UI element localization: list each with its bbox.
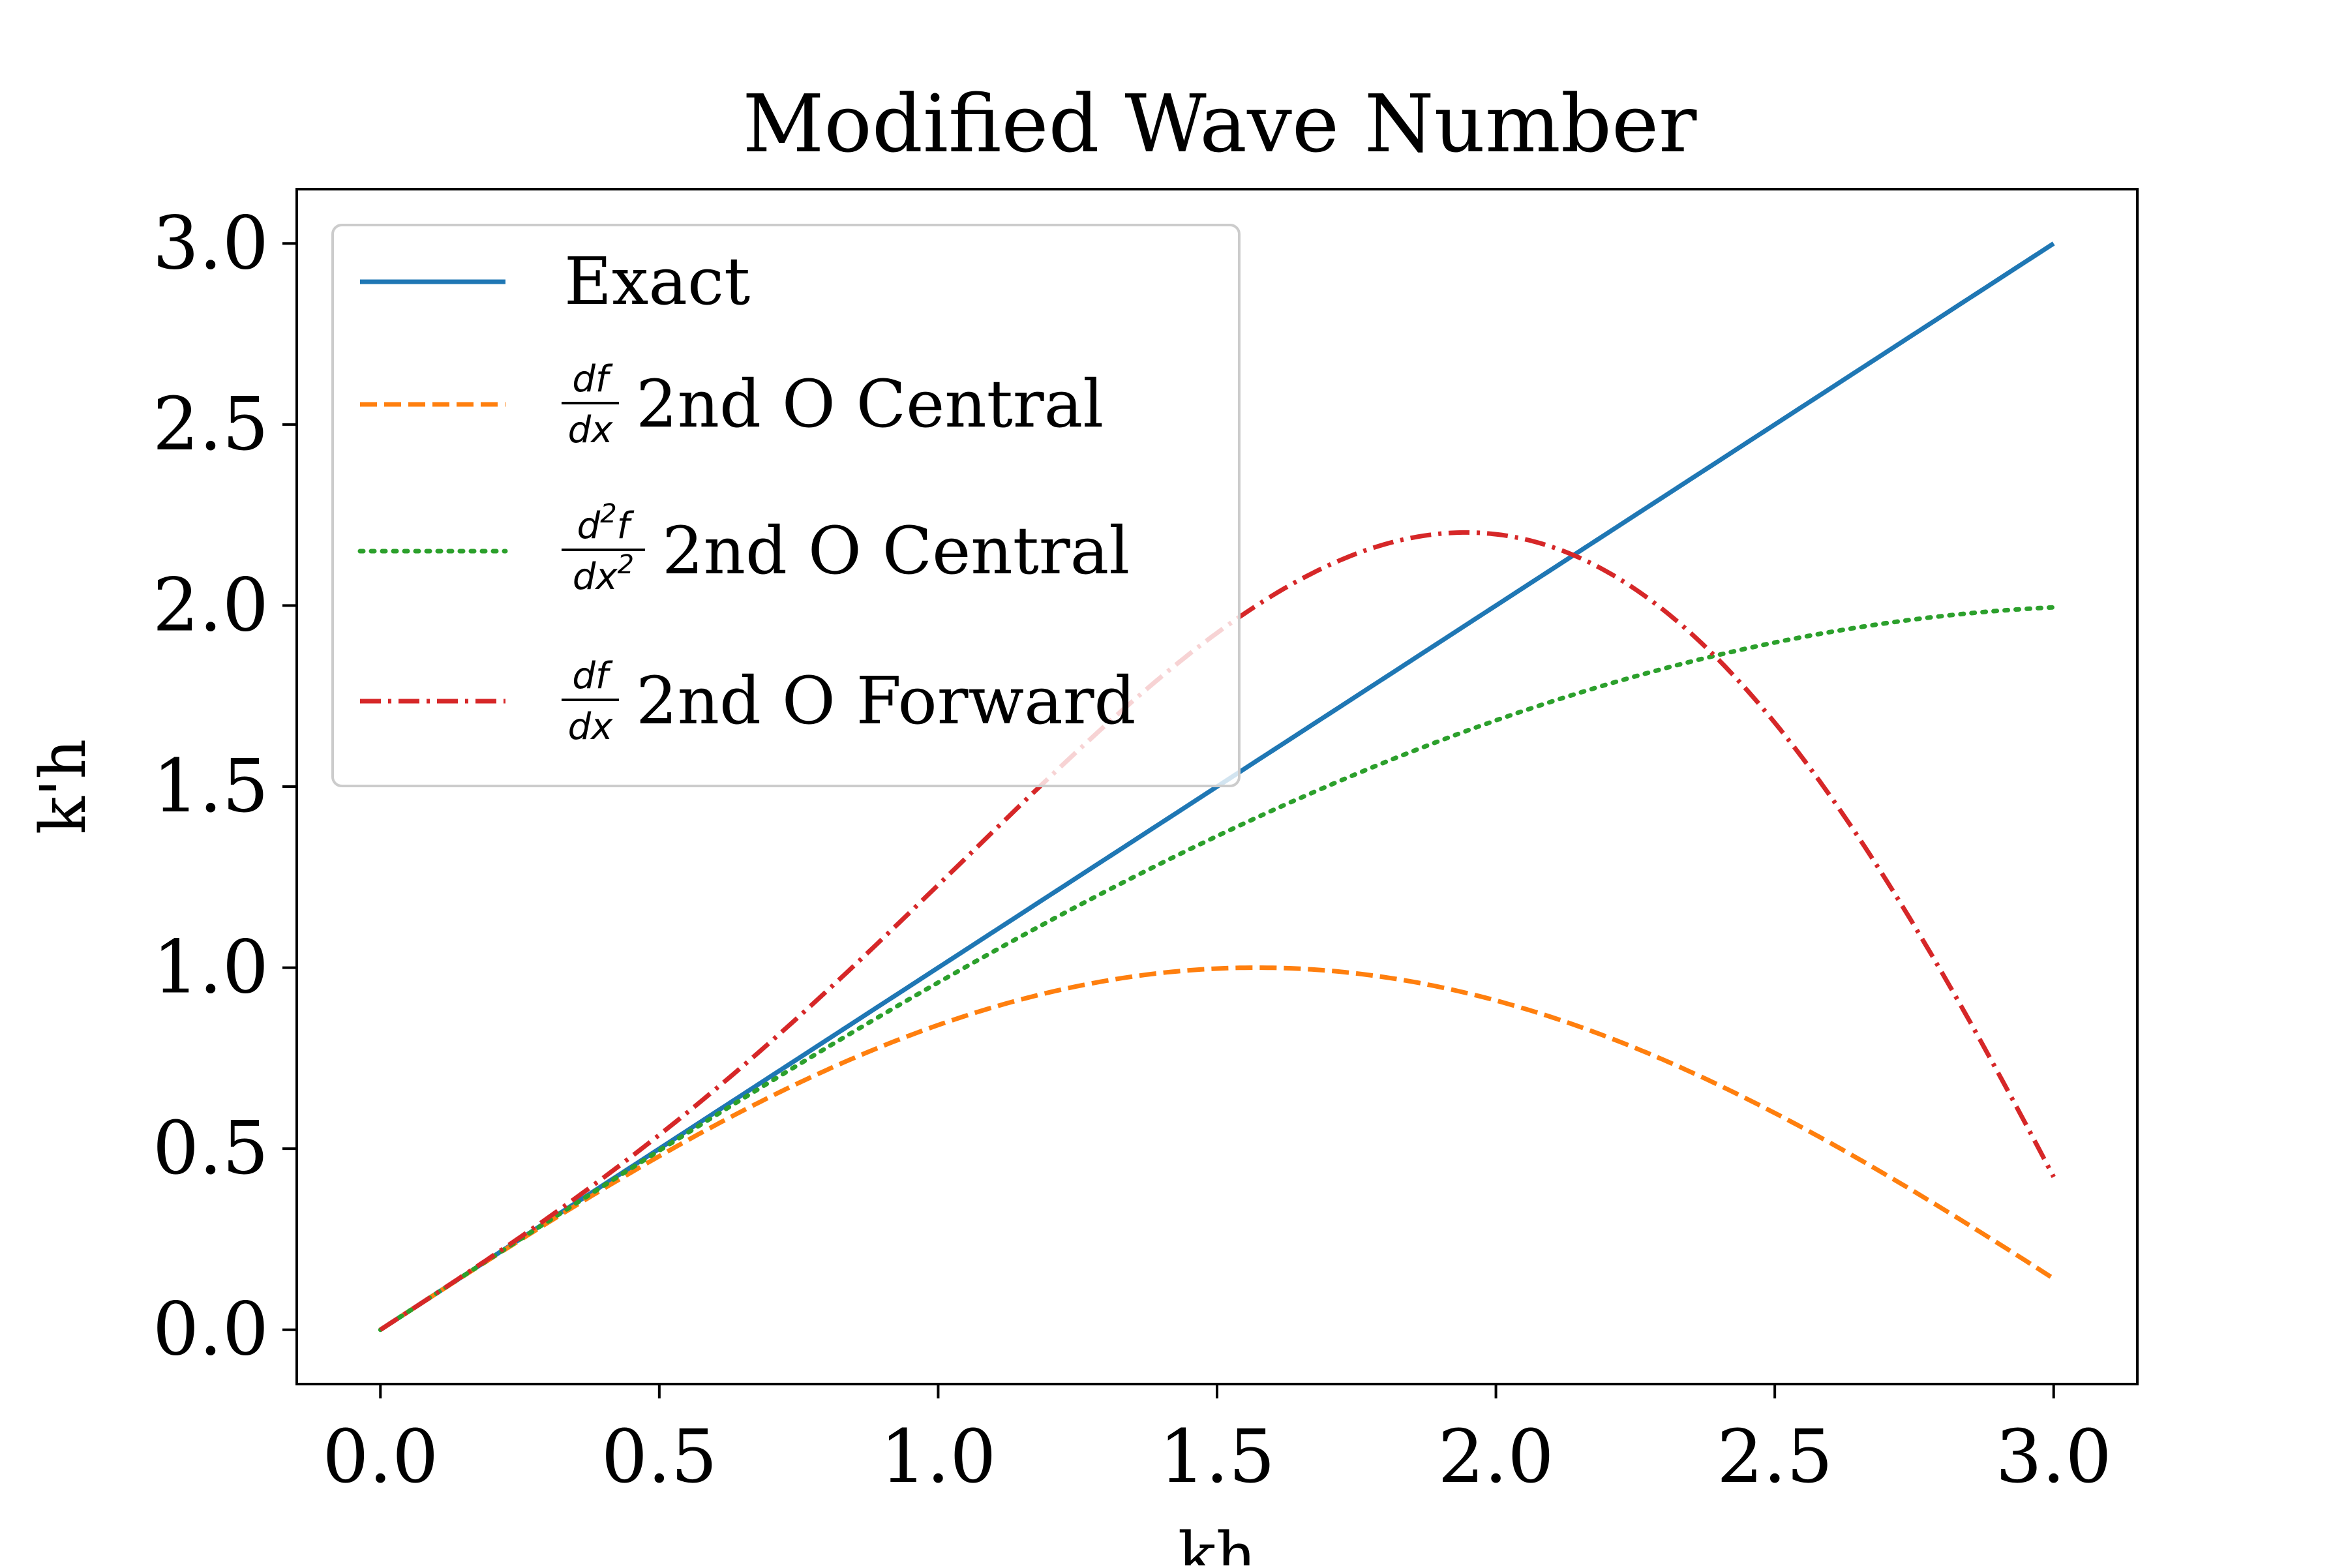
- legend-label-2: 2nd O Central: [636, 366, 1104, 442]
- y-axis-label: k'h: [27, 739, 100, 834]
- x-tick-label: 1.0: [880, 1415, 996, 1500]
- x-tick-label: 0.0: [322, 1415, 438, 1500]
- y-tick-label: 1.0: [153, 926, 269, 1010]
- legend-label-4: 2nd O Forward: [636, 663, 1136, 739]
- x-tick-label: 0.5: [601, 1415, 717, 1500]
- y-tick-label: 0.0: [153, 1288, 269, 1372]
- y-tick-label: 3.0: [153, 201, 269, 286]
- y-axis: 0.0 0.5 1.0 1.5 2.0 2.5 3.0: [153, 201, 297, 1372]
- legend-label-1: Exact: [564, 243, 750, 320]
- series-line-2: [379, 965, 2055, 1332]
- legend-box: [331, 224, 1241, 787]
- x-tick-label: 2.5: [1717, 1415, 1833, 1500]
- legend-label-3: 2nd O Central: [662, 513, 1130, 589]
- y-tick-label: 1.5: [153, 744, 269, 829]
- x-tick-label: 1.5: [1159, 1415, 1275, 1500]
- legend-frac-denominator: dx: [568, 706, 614, 748]
- x-tick-label: 3.0: [1996, 1415, 2112, 1500]
- legend-frac-numerator: df: [572, 358, 613, 400]
- y-tick-label: 2.5: [153, 382, 269, 467]
- x-axis: 0.0 0.5 1.0 1.5 2.0 2.5 3.0: [322, 1384, 2112, 1500]
- y-tick-label: 0.5: [153, 1106, 269, 1191]
- x-tick-label: 2.0: [1438, 1415, 1554, 1500]
- y-tick-label: 2.0: [153, 563, 269, 648]
- legend-frac-numerator: df: [572, 655, 613, 697]
- x-axis-label: kh: [1178, 1519, 1256, 1565]
- chart-title: Modified Wave Number: [743, 78, 1698, 170]
- legend-frac-denominator: dx: [568, 409, 614, 451]
- series-line-3: [378, 605, 2056, 1333]
